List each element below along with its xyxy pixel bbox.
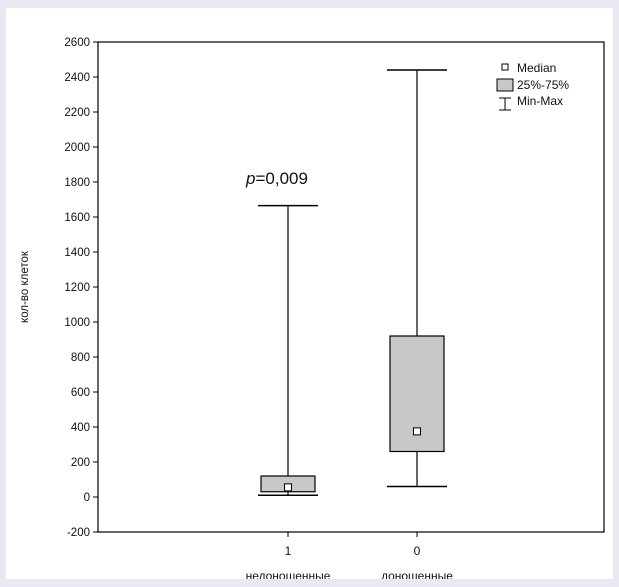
y-tick-label: 2200	[64, 107, 90, 119]
box-1	[258, 204, 318, 496]
y-tick-label: 800	[71, 352, 90, 364]
x-tick-label: 0	[414, 544, 421, 558]
legend-median-label: Median	[517, 61, 556, 75]
y-tick-label: 2600	[64, 37, 90, 49]
legend-minmax-icon	[499, 97, 511, 111]
y-tick-label: 1200	[64, 282, 90, 294]
median-marker	[413, 427, 421, 436]
y-tick-label: 600	[71, 387, 90, 399]
y-axis: -200 0 200 400 600 800 1000 1200 1400 1600 1800 200…	[64, 37, 98, 539]
legend-median-icon	[501, 63, 509, 71]
figure-panel: -200 0 200 400 600 800 1000 1200 1400 1600 1800 200…	[6, 8, 613, 579]
x-axis: 1 недоношенные 0 доношенные	[246, 532, 453, 579]
box-0	[387, 69, 447, 488]
plot-area	[97, 41, 605, 533]
y-tick-label: 1400	[64, 247, 90, 259]
y-tick-label: 2000	[64, 142, 90, 154]
legend-minmax-label: Min-Max	[517, 94, 563, 108]
y-tick-label: 1600	[64, 212, 90, 224]
x-tick-label: 1	[285, 544, 292, 558]
y-tick-label: 400	[71, 422, 90, 434]
x-category-label: недоношенные	[246, 569, 331, 579]
box-group	[258, 69, 447, 496]
y-tick-label: 2400	[64, 72, 90, 84]
y-axis-label: кол-во клеток	[19, 250, 31, 323]
y-tick-label: 1800	[64, 177, 90, 189]
boxplot-chart: -200 0 200 400 600 800 1000 1200 1400 1600 1800 200…	[19, 37, 605, 579]
legend: Median 25%-75% Min-Max	[496, 61, 569, 111]
p-value-annotation: p=0,009	[245, 169, 308, 188]
legend-box-icon	[496, 78, 514, 92]
x-category-label: доношенные	[381, 569, 453, 579]
y-tick-label: 200	[71, 457, 90, 469]
legend-quartile-label: 25%-75%	[517, 78, 569, 92]
y-tick-label: 0	[84, 492, 90, 504]
median-marker	[284, 483, 292, 492]
y-tick-label: -200	[67, 527, 90, 539]
y-tick-label: 1000	[64, 317, 90, 329]
